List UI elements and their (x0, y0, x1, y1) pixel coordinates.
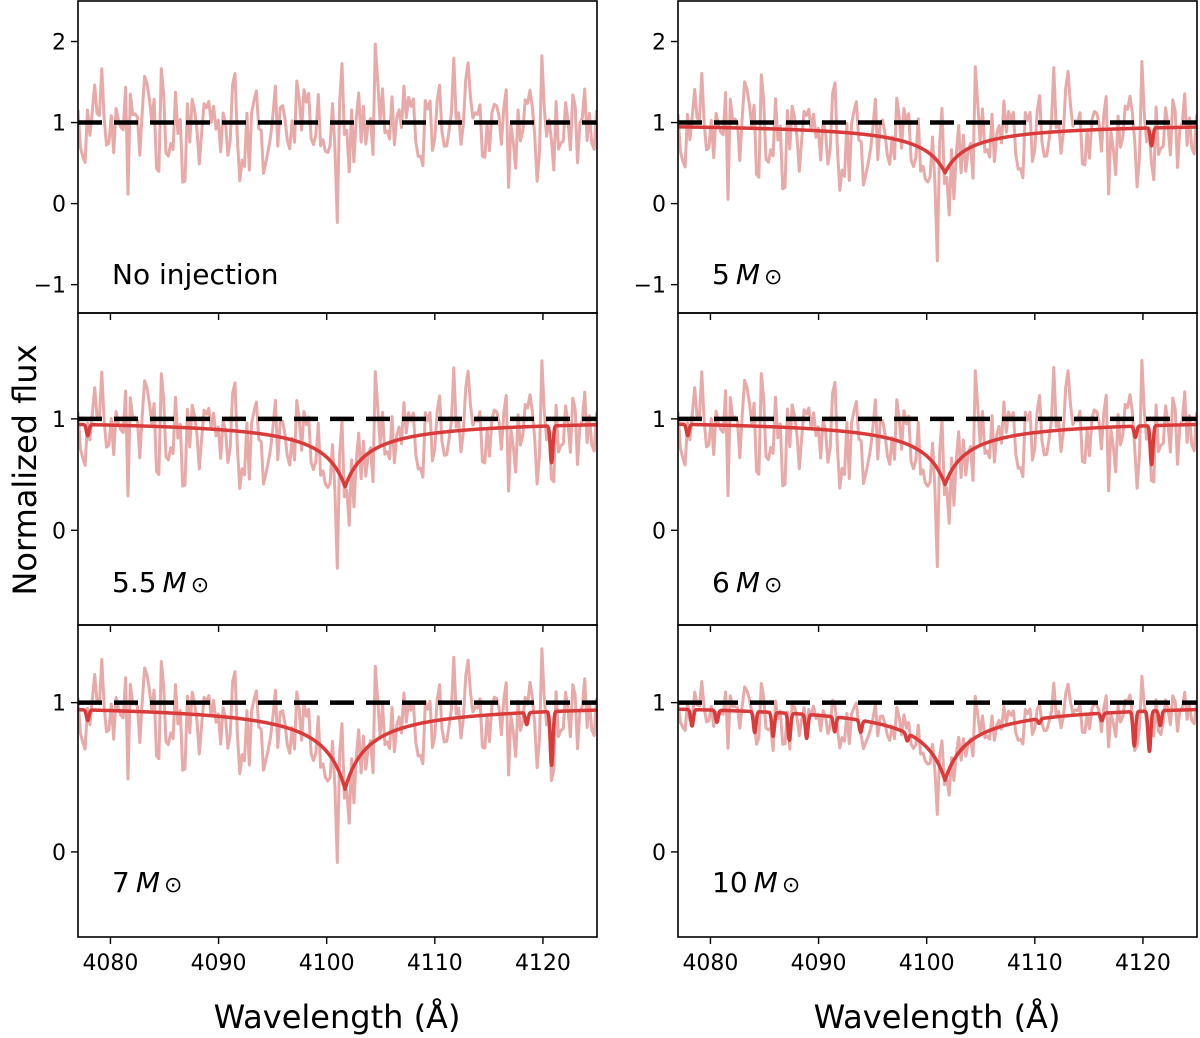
model-spectrum-line (678, 707, 1197, 782)
y-tick-label: 1 (52, 112, 66, 137)
observed-spectrum-line (678, 60, 1197, 263)
x-tick-label: 4120 (1115, 951, 1171, 976)
observed-spectrum-line (78, 42, 597, 224)
panel-frame (677, 624, 1198, 938)
x-tick-label: 4080 (82, 951, 138, 976)
y-tick-label: 0 (52, 519, 66, 544)
panel-5p5-msun: 0 1 5.5 M ⊙ (52, 312, 598, 632)
x-tick-label: 4110 (1007, 951, 1063, 976)
panel-no-injection: −1 0 1 2 No injection (34, 0, 598, 320)
x-tick-label: 4090 (191, 951, 247, 976)
panel-6-msun: 0 1 6 M ⊙ (652, 312, 1198, 632)
y-tick-label: −1 (634, 274, 666, 299)
panel-7-msun: 0 1 4080 4090 4100 4110 4120 7 M ⊙ (52, 624, 598, 976)
x-tick-label: 4100 (299, 951, 355, 976)
model-spectrum-line (678, 125, 1197, 175)
panel-label-5-msun: 5 M ⊙ (712, 258, 782, 291)
panel-label-10-msun: 10 M ⊙ (712, 866, 800, 899)
y-tick-label: 2 (652, 31, 666, 56)
y-tick-label: 1 (652, 112, 666, 137)
panel-10-msun: 0 1 4080 4090 4100 4110 4120 10 M ⊙ (652, 624, 1198, 976)
model-spectrum-line (78, 707, 597, 791)
y-tick-label: 0 (652, 193, 666, 218)
panel-label-7-msun: 7 M ⊙ (112, 866, 182, 899)
y-tick-label: 0 (652, 519, 666, 544)
y-tick-label: 0 (652, 841, 666, 866)
y-axis-label: Normalized flux (6, 344, 44, 595)
observed-spectrum-line (678, 674, 1197, 816)
panel-frame (77, 624, 598, 938)
x-tick-label: 4080 (682, 951, 738, 976)
observed-spectrum-line (678, 358, 1197, 569)
panel-label-5p5-msun: 5.5 M ⊙ (112, 566, 209, 599)
panel-label-6-msun: 6 M ⊙ (712, 566, 782, 599)
y-tick-label: 0 (52, 193, 66, 218)
observed-spectrum-line (78, 647, 597, 864)
model-spectrum-line (678, 422, 1197, 487)
y-tick-label: 2 (52, 31, 66, 56)
x-tick-label: 4100 (899, 951, 955, 976)
x-tick-label: 4120 (515, 951, 571, 976)
y-tick-label: 1 (52, 692, 66, 717)
y-tick-label: 1 (652, 408, 666, 433)
y-tick-label: 0 (52, 841, 66, 866)
y-tick-label: 1 (52, 408, 66, 433)
y-tick-label: 1 (652, 692, 666, 717)
panel-label-no-injection: No injection (112, 258, 279, 291)
y-tick-label: −1 (34, 274, 66, 299)
x-tick-label: 4110 (407, 951, 463, 976)
x-tick-label: 4090 (791, 951, 847, 976)
panel-5-msun: −1 0 1 2 5 M ⊙ (634, 0, 1198, 320)
observed-spectrum-line (78, 359, 597, 570)
x-axis-label-right: Wavelength (Å) (814, 998, 1061, 1036)
x-axis-label-left: Wavelength (Å) (214, 998, 461, 1036)
model-spectrum-line (78, 422, 597, 489)
